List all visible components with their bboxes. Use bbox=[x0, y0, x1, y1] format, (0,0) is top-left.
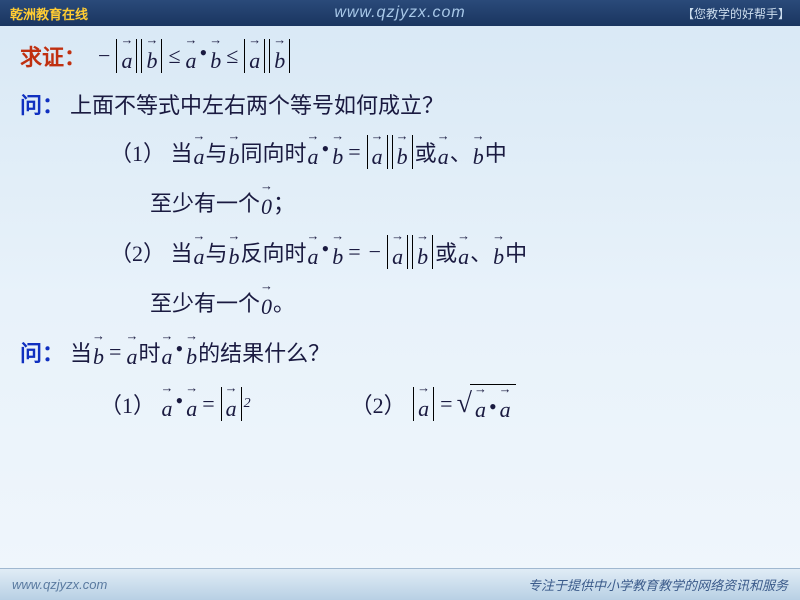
eq: = bbox=[109, 339, 121, 365]
atleast-1: 至少有一个 bbox=[150, 186, 260, 218]
results-row: （1） a•a= a2 （2） a= √a•a bbox=[20, 384, 780, 423]
inequality-formula: − ab ≤ a•b ≤ ab bbox=[94, 38, 292, 74]
r2-label: （2） bbox=[351, 388, 406, 420]
result-1: （1） a•a= a2 bbox=[100, 384, 251, 423]
slide-content: 求证： − ab ≤ a•b ≤ ab 问： 上面不等式中左右两个等号如何成立？… bbox=[0, 26, 800, 423]
question-1-text: 上面不等式中左右两个等号如何成立？ bbox=[70, 88, 444, 120]
item1-prefix: （1） 当 bbox=[110, 136, 193, 168]
footer-bar: www.qzjyzx.com 专注于提供中小学教育教学的网络资讯和服务 bbox=[0, 568, 800, 600]
header-bar: 乾洲教育在线 www.qzjyzx.com 【您教学的好帮手】 bbox=[0, 0, 800, 26]
ask-label-2: 问： bbox=[20, 336, 64, 368]
prove-label: 求证： bbox=[20, 40, 86, 72]
answer-1-cont: 至少有一个 0 ； bbox=[20, 184, 780, 220]
header-url: www.qzjyzx.com bbox=[334, 4, 465, 22]
atleast-2: 至少有一个 bbox=[150, 286, 260, 318]
question-1: 问： 上面不等式中左右两个等号如何成立？ bbox=[20, 88, 780, 120]
item2-prefix: （2） 当 bbox=[110, 236, 193, 268]
with-text: 与 bbox=[206, 136, 228, 168]
answer-2-cont: 至少有一个 0 。 bbox=[20, 284, 780, 320]
r1-label: （1） bbox=[100, 388, 155, 420]
comma-2: 、 bbox=[470, 236, 492, 268]
comma-1: 、 bbox=[450, 136, 472, 168]
same-dir-text: 同向时 bbox=[241, 136, 307, 168]
result-2: （2） a= √a•a bbox=[351, 384, 516, 423]
header-tag: 【您教学的好帮手】 bbox=[682, 5, 790, 22]
q2-pre: 当 bbox=[70, 336, 92, 368]
footer-url: www.qzjyzx.com bbox=[12, 577, 107, 592]
mid-text-2: 中 bbox=[505, 236, 527, 268]
period-1: 。 bbox=[273, 286, 295, 318]
or-text-1: 或 bbox=[415, 136, 437, 168]
with-text-2: 与 bbox=[206, 236, 228, 268]
prove-line: 求证： − ab ≤ a•b ≤ ab bbox=[20, 38, 780, 74]
q2-mid: 时 bbox=[138, 336, 160, 368]
or-text-2: 或 bbox=[435, 236, 457, 268]
semi-1: ； bbox=[273, 186, 295, 218]
answer-2: （2） 当 a 与 b 反向时 a•b=− ab 或 a 、 b 中 bbox=[20, 234, 780, 270]
footer-slogan: 专注于提供中小学教育教学的网络资讯和服务 bbox=[528, 575, 788, 594]
q2-post: 的结果什么？ bbox=[198, 336, 330, 368]
opp-dir-text: 反向时 bbox=[241, 236, 307, 268]
brand-text: 乾洲教育在线 bbox=[10, 4, 88, 23]
ask-label-1: 问： bbox=[20, 88, 64, 120]
answer-1: （1） 当 a 与 b 同向时 a•b= ab 或 a 、 b 中 bbox=[20, 134, 780, 170]
mid-text-1: 中 bbox=[485, 136, 507, 168]
question-2: 问： 当 b=a 时 a•b 的结果什么？ bbox=[20, 334, 780, 370]
